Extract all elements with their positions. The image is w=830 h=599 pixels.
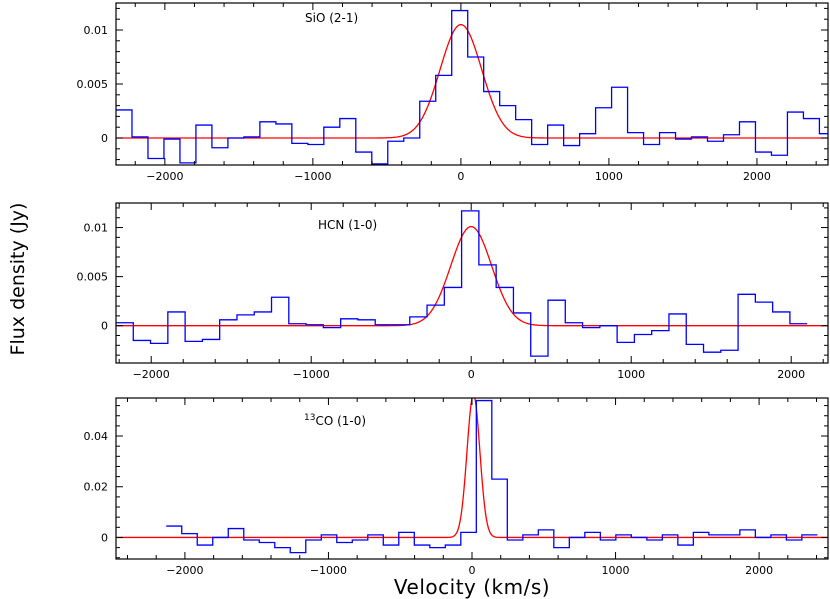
x-axis-title: Velocity (km/s) (394, 575, 550, 599)
gaussian-fit-line (116, 23, 828, 139)
x-tick-label: 2000 (745, 564, 773, 577)
y-tick-label: 0.01 (84, 24, 109, 37)
x-tick-label: −1000 (294, 170, 331, 183)
x-tick-label: 1000 (617, 368, 645, 381)
y-axis-title: Flux density (Jy) (7, 203, 29, 356)
x-tick-label: 0 (468, 368, 475, 381)
y-tick-label: 0.04 (84, 430, 109, 443)
x-tick-label: −2000 (146, 170, 183, 183)
x-tick-label: 1000 (595, 170, 623, 183)
x-tick-label: −1000 (293, 368, 330, 381)
x-tick-label: 2000 (743, 170, 771, 183)
spectrum-panel-2: −2000 −1000 0 1000 2000 0 0.005 0.01 HCN (1-0) (77, 202, 829, 381)
y-tick-label: 0 (101, 531, 108, 544)
gaussian-fit-line (116, 398, 828, 539)
spectrum-histogram (116, 210, 808, 357)
y-tick-label: 0 (101, 320, 108, 333)
x-tick-label: −1000 (310, 564, 347, 577)
panel-title: 13CO (1-0) (304, 413, 366, 428)
plot-frame (115, 202, 829, 364)
x-tick-label: 0 (469, 564, 476, 577)
y-tick-label: 0.005 (77, 78, 109, 91)
x-tick-label: −2000 (133, 368, 170, 381)
spectrum-histogram (116, 9, 828, 165)
gaussian-fit-line (116, 225, 828, 327)
x-tick-label: −2000 (166, 564, 203, 577)
y-tick-label: 0.01 (84, 222, 109, 235)
panel-title: HCN (1-0) (318, 218, 377, 232)
y-tick-label: 0 (101, 132, 108, 145)
x-tick-label: 1000 (602, 564, 630, 577)
spectrum-histogram (166, 399, 818, 554)
spectrum-panel-1: −2000 −1000 0 1000 2000 0 0.005 0.01 SiO (2-1) (77, 2, 829, 183)
panel-title: SiO (2-1) (305, 11, 358, 25)
y-tick-label: 0.005 (77, 271, 109, 284)
y-tick-label: 0.02 (84, 481, 109, 494)
spectrum-panel-3: −2000 −1000 0 1000 2000 0 0.02 0.04 13CO (1-0) (84, 397, 829, 577)
x-tick-label: 0 (457, 170, 464, 183)
x-tick-label: 2000 (777, 368, 805, 381)
